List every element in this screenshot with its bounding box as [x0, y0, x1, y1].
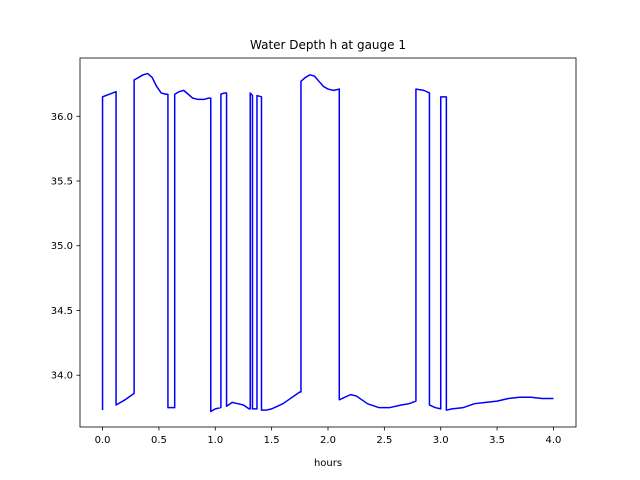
x-tick-label: 2.0: [320, 435, 336, 446]
plot-frame: [79, 57, 577, 428]
x-tick-label: 4.0: [546, 435, 562, 446]
y-tick-label: 36.0: [51, 112, 73, 123]
x-tick-label: 1.5: [264, 435, 280, 446]
x-tick-label: 1.0: [207, 435, 223, 446]
y-tick-label: 34.5: [51, 306, 73, 317]
x-tick-label: 3.5: [489, 435, 505, 446]
x-tick-label: 0.0: [95, 435, 111, 446]
water-depth-line: [101, 72, 554, 413]
x-tick-label: 3.0: [433, 435, 449, 446]
x-tick-label: 0.5: [151, 435, 167, 446]
x-axis-label: hours: [314, 458, 342, 469]
chart-title: Water Depth h at gauge 1: [250, 38, 406, 52]
y-tick-label: 35.5: [51, 177, 73, 188]
x-tick-label: 2.5: [376, 435, 392, 446]
y-tick-label: 34.0: [51, 371, 73, 382]
y-tick-label: 35.0: [51, 241, 73, 252]
plot-area: [80, 58, 576, 427]
